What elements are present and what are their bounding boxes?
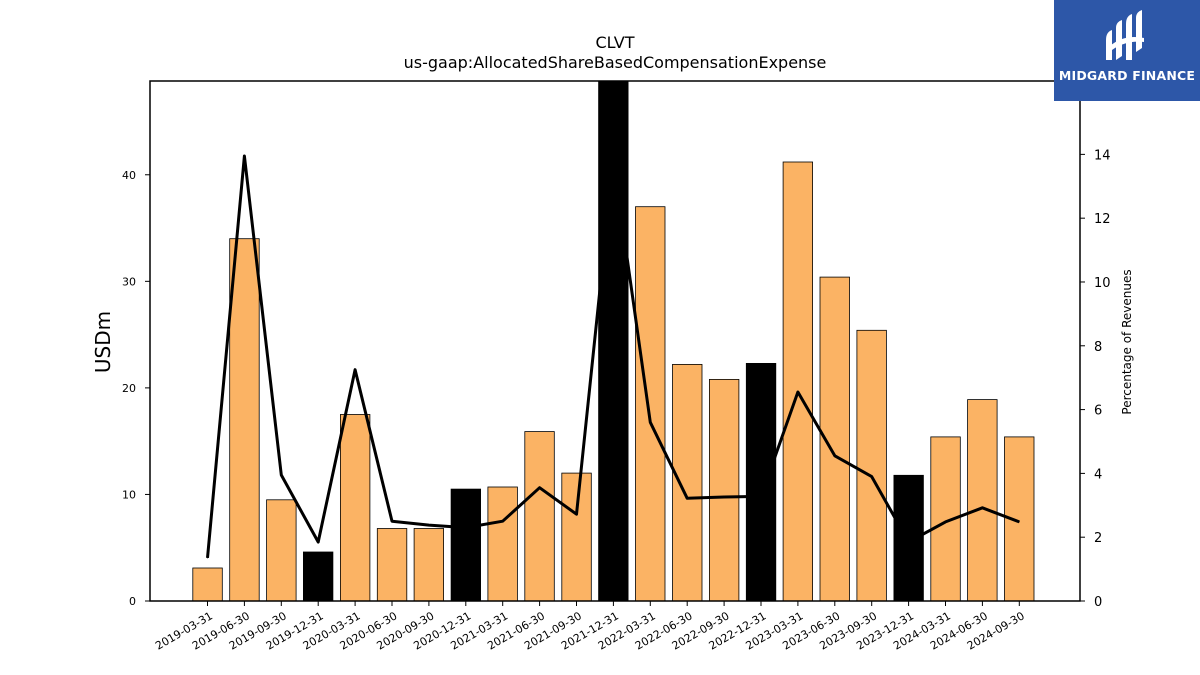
y2-tick-label: 12 xyxy=(1094,212,1111,227)
bar-2023-12-31 xyxy=(893,474,924,602)
y2-tick-label: 8 xyxy=(1094,340,1102,355)
y2-tick-label: 10 xyxy=(1094,276,1111,291)
bar-2020-09-30 xyxy=(413,528,445,602)
y2-tick-label: 14 xyxy=(1094,148,1111,163)
bar-2021-03-31 xyxy=(487,486,518,602)
line-point-2023-03-31 xyxy=(797,391,799,393)
x-axis: 2019-03-312019-06-302019-09-302019-12-31… xyxy=(153,601,1027,653)
bar-2022-09-30 xyxy=(709,378,740,602)
bar-2020-06-30 xyxy=(376,528,408,602)
y-axis-left: 0 10 20 30 40 xyxy=(122,169,150,608)
bar-2020-12-31 xyxy=(450,488,482,602)
bar-2022-06-30 xyxy=(672,363,703,602)
line-point-2024-09-30 xyxy=(1018,521,1020,523)
brand-logo: MIDGARD FINANCE xyxy=(1054,0,1200,101)
bars-group xyxy=(192,80,1035,602)
bar-2024-06-30 xyxy=(967,399,998,602)
y-tick-label: 30 xyxy=(122,275,136,288)
line-point-2021-06-30 xyxy=(539,487,541,489)
y-tick-label: 0 xyxy=(129,595,136,608)
chart-subtitle: us-gaap:AllocatedShareBasedCompensationE… xyxy=(404,53,827,72)
bar-2021-06-30 xyxy=(524,431,555,602)
line-point-2023-12-31 xyxy=(908,541,910,543)
y2-tick-label: 2 xyxy=(1094,531,1102,546)
y-tick-label: 40 xyxy=(122,169,136,182)
logo-text: MIDGARD FINANCE xyxy=(1058,68,1196,83)
line-point-2020-03-31 xyxy=(354,369,356,371)
line-point-2022-09-30 xyxy=(723,496,725,498)
line-point-2019-03-31 xyxy=(207,557,208,559)
bar-2023-03-31 xyxy=(782,161,813,602)
line-point-2022-06-30 xyxy=(686,497,688,499)
y-axis-label: USDm xyxy=(91,311,115,373)
line-point-2021-09-30 xyxy=(576,513,577,515)
bar-2020-03-31 xyxy=(339,414,371,602)
y2-tick-label: 4 xyxy=(1094,467,1102,482)
chart-title: CLVT xyxy=(595,33,634,52)
line-group xyxy=(206,154,1020,559)
y2-tick-label: 6 xyxy=(1094,404,1102,419)
bar-2023-09-30 xyxy=(856,329,887,602)
y-axis-right: 0246810121416 xyxy=(1080,85,1111,610)
bar-2022-12-31 xyxy=(745,362,777,602)
line-point-2021-12-31 xyxy=(612,160,614,162)
bar-2019-06-30 xyxy=(229,238,260,602)
y2-axis-label: Percentage of Revenues xyxy=(1120,269,1134,414)
line-point-2020-12-31 xyxy=(465,527,467,529)
line-point-2019-09-30 xyxy=(280,474,282,476)
line-point-2021-03-31 xyxy=(502,520,504,522)
midgard-logo-icon xyxy=(1106,10,1144,60)
line-point-2020-09-30 xyxy=(428,524,430,526)
bar-2022-03-31 xyxy=(635,206,666,602)
line-point-2020-06-30 xyxy=(391,520,393,522)
y-tick-label: 20 xyxy=(122,382,136,395)
line-point-2022-12-31 xyxy=(760,495,762,497)
line-point-2024-03-31 xyxy=(945,521,946,523)
y-tick-label: 10 xyxy=(122,488,136,501)
line-point-2024-06-30 xyxy=(981,507,983,509)
bar-2021-12-31 xyxy=(598,80,629,602)
bar-2019-03-31 xyxy=(192,567,223,602)
line-point-2019-12-31 xyxy=(317,541,319,543)
bar-2019-09-30 xyxy=(266,499,297,602)
line-point-2023-09-30 xyxy=(871,476,873,478)
line-point-2022-03-31 xyxy=(649,421,651,423)
plot-frame xyxy=(149,80,1081,602)
bar-2021-09-30 xyxy=(561,472,592,602)
bar-2019-12-31 xyxy=(302,551,334,602)
line-point-2023-06-30 xyxy=(834,455,836,457)
y2-tick-label: 0 xyxy=(1094,595,1102,610)
line-point-2019-06-30 xyxy=(243,155,245,157)
